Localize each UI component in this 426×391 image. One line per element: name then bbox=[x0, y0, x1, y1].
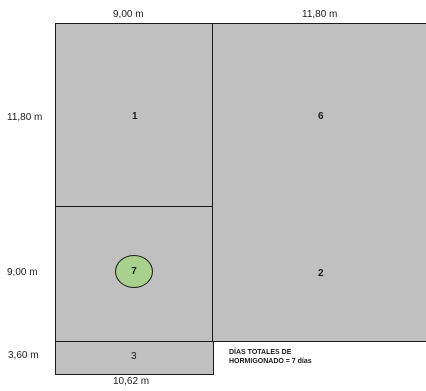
total-days-note: DÍAS TOTALES DE HORMIGONADO = 7 días bbox=[229, 348, 389, 366]
slab-2-label: 2 bbox=[318, 268, 324, 279]
dimension-left-row3: 3,60 m bbox=[8, 350, 39, 361]
total-days-note-line2: HORMIGONADO = 7 días bbox=[229, 358, 312, 365]
slab-7-label: 7 bbox=[131, 266, 137, 277]
dimension-bottom: 10,62 m bbox=[113, 376, 150, 387]
slab-6-label: 6 bbox=[318, 111, 324, 122]
slab-1-label: 1 bbox=[132, 111, 138, 122]
slab-6 bbox=[212, 23, 426, 207]
slab-3-label: 3 bbox=[131, 351, 137, 362]
total-days-note-line1: DÍAS TOTALES DE bbox=[229, 349, 292, 356]
slab-2 bbox=[212, 206, 426, 342]
slab-7-marker: 7 bbox=[115, 255, 153, 288]
dimension-left-row1: 11,80 m bbox=[7, 112, 43, 123]
dimension-top-right: 11,80 m bbox=[302, 9, 338, 20]
dimension-top-left: 9,00 m bbox=[113, 9, 144, 20]
slab-3 bbox=[55, 341, 214, 375]
slab-1 bbox=[55, 23, 213, 207]
dimension-left-row2: 9,00 m bbox=[7, 267, 38, 278]
